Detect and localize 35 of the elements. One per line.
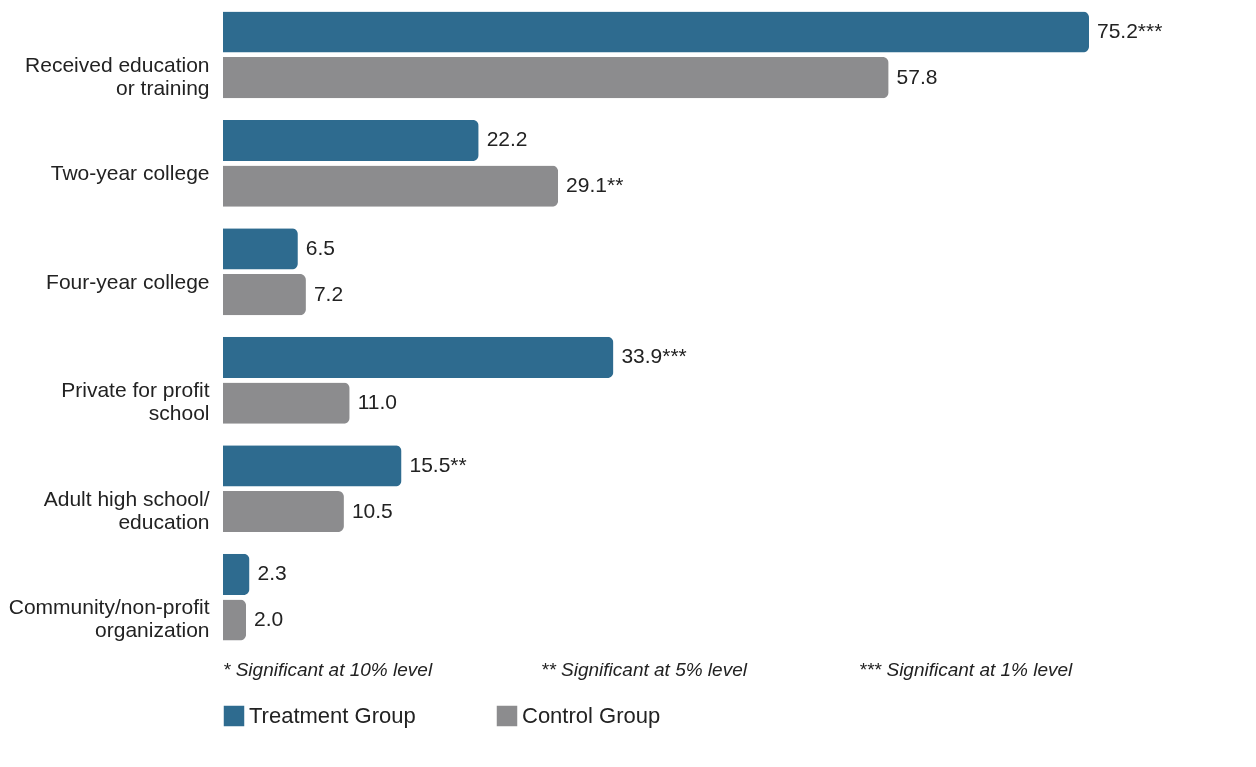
bar <box>223 599 247 641</box>
data-label: 10.5 <box>351 498 393 522</box>
data-label: 75.2*** <box>1097 18 1163 42</box>
data-label: 29.1** <box>566 173 624 197</box>
bar <box>223 57 889 99</box>
bar <box>223 11 1089 53</box>
bar <box>223 382 350 424</box>
data-label: 57.8 <box>896 64 938 88</box>
data-label: 15.5** <box>409 452 467 476</box>
y-tick-label: Adult high school/ education <box>43 486 210 533</box>
y-tick-label: Private for profit school <box>61 378 210 425</box>
bar <box>223 491 344 533</box>
bar <box>223 274 306 316</box>
y-tick-label: Community/non-profit organization <box>8 595 210 642</box>
bar <box>223 336 614 378</box>
data-label: 33.9*** <box>621 344 687 368</box>
legend-label: Treatment Group <box>249 703 416 728</box>
data-label: 22.2 <box>486 127 528 151</box>
data-label: 6.5 <box>305 235 336 259</box>
annotation: *** Significant at 1% level <box>859 659 1074 680</box>
legend-label: Control Group <box>522 703 661 728</box>
bar <box>223 553 250 595</box>
data-label: 11.0 <box>357 390 397 414</box>
data-label: 2.0 <box>254 607 284 631</box>
y-tick-label: Two-year college <box>50 161 210 185</box>
bar <box>223 445 402 487</box>
annotation: ** Significant at 5% level <box>541 659 748 680</box>
bar <box>223 165 559 207</box>
bar <box>223 119 479 161</box>
annotation: * Significant at 10% level <box>223 659 433 680</box>
y-tick-label: Four-year college <box>46 269 210 293</box>
data-label: 2.3 <box>257 561 287 585</box>
data-label: 7.2 <box>313 281 344 305</box>
y-tick-label: Received education or training <box>25 52 210 99</box>
bar <box>223 228 298 270</box>
